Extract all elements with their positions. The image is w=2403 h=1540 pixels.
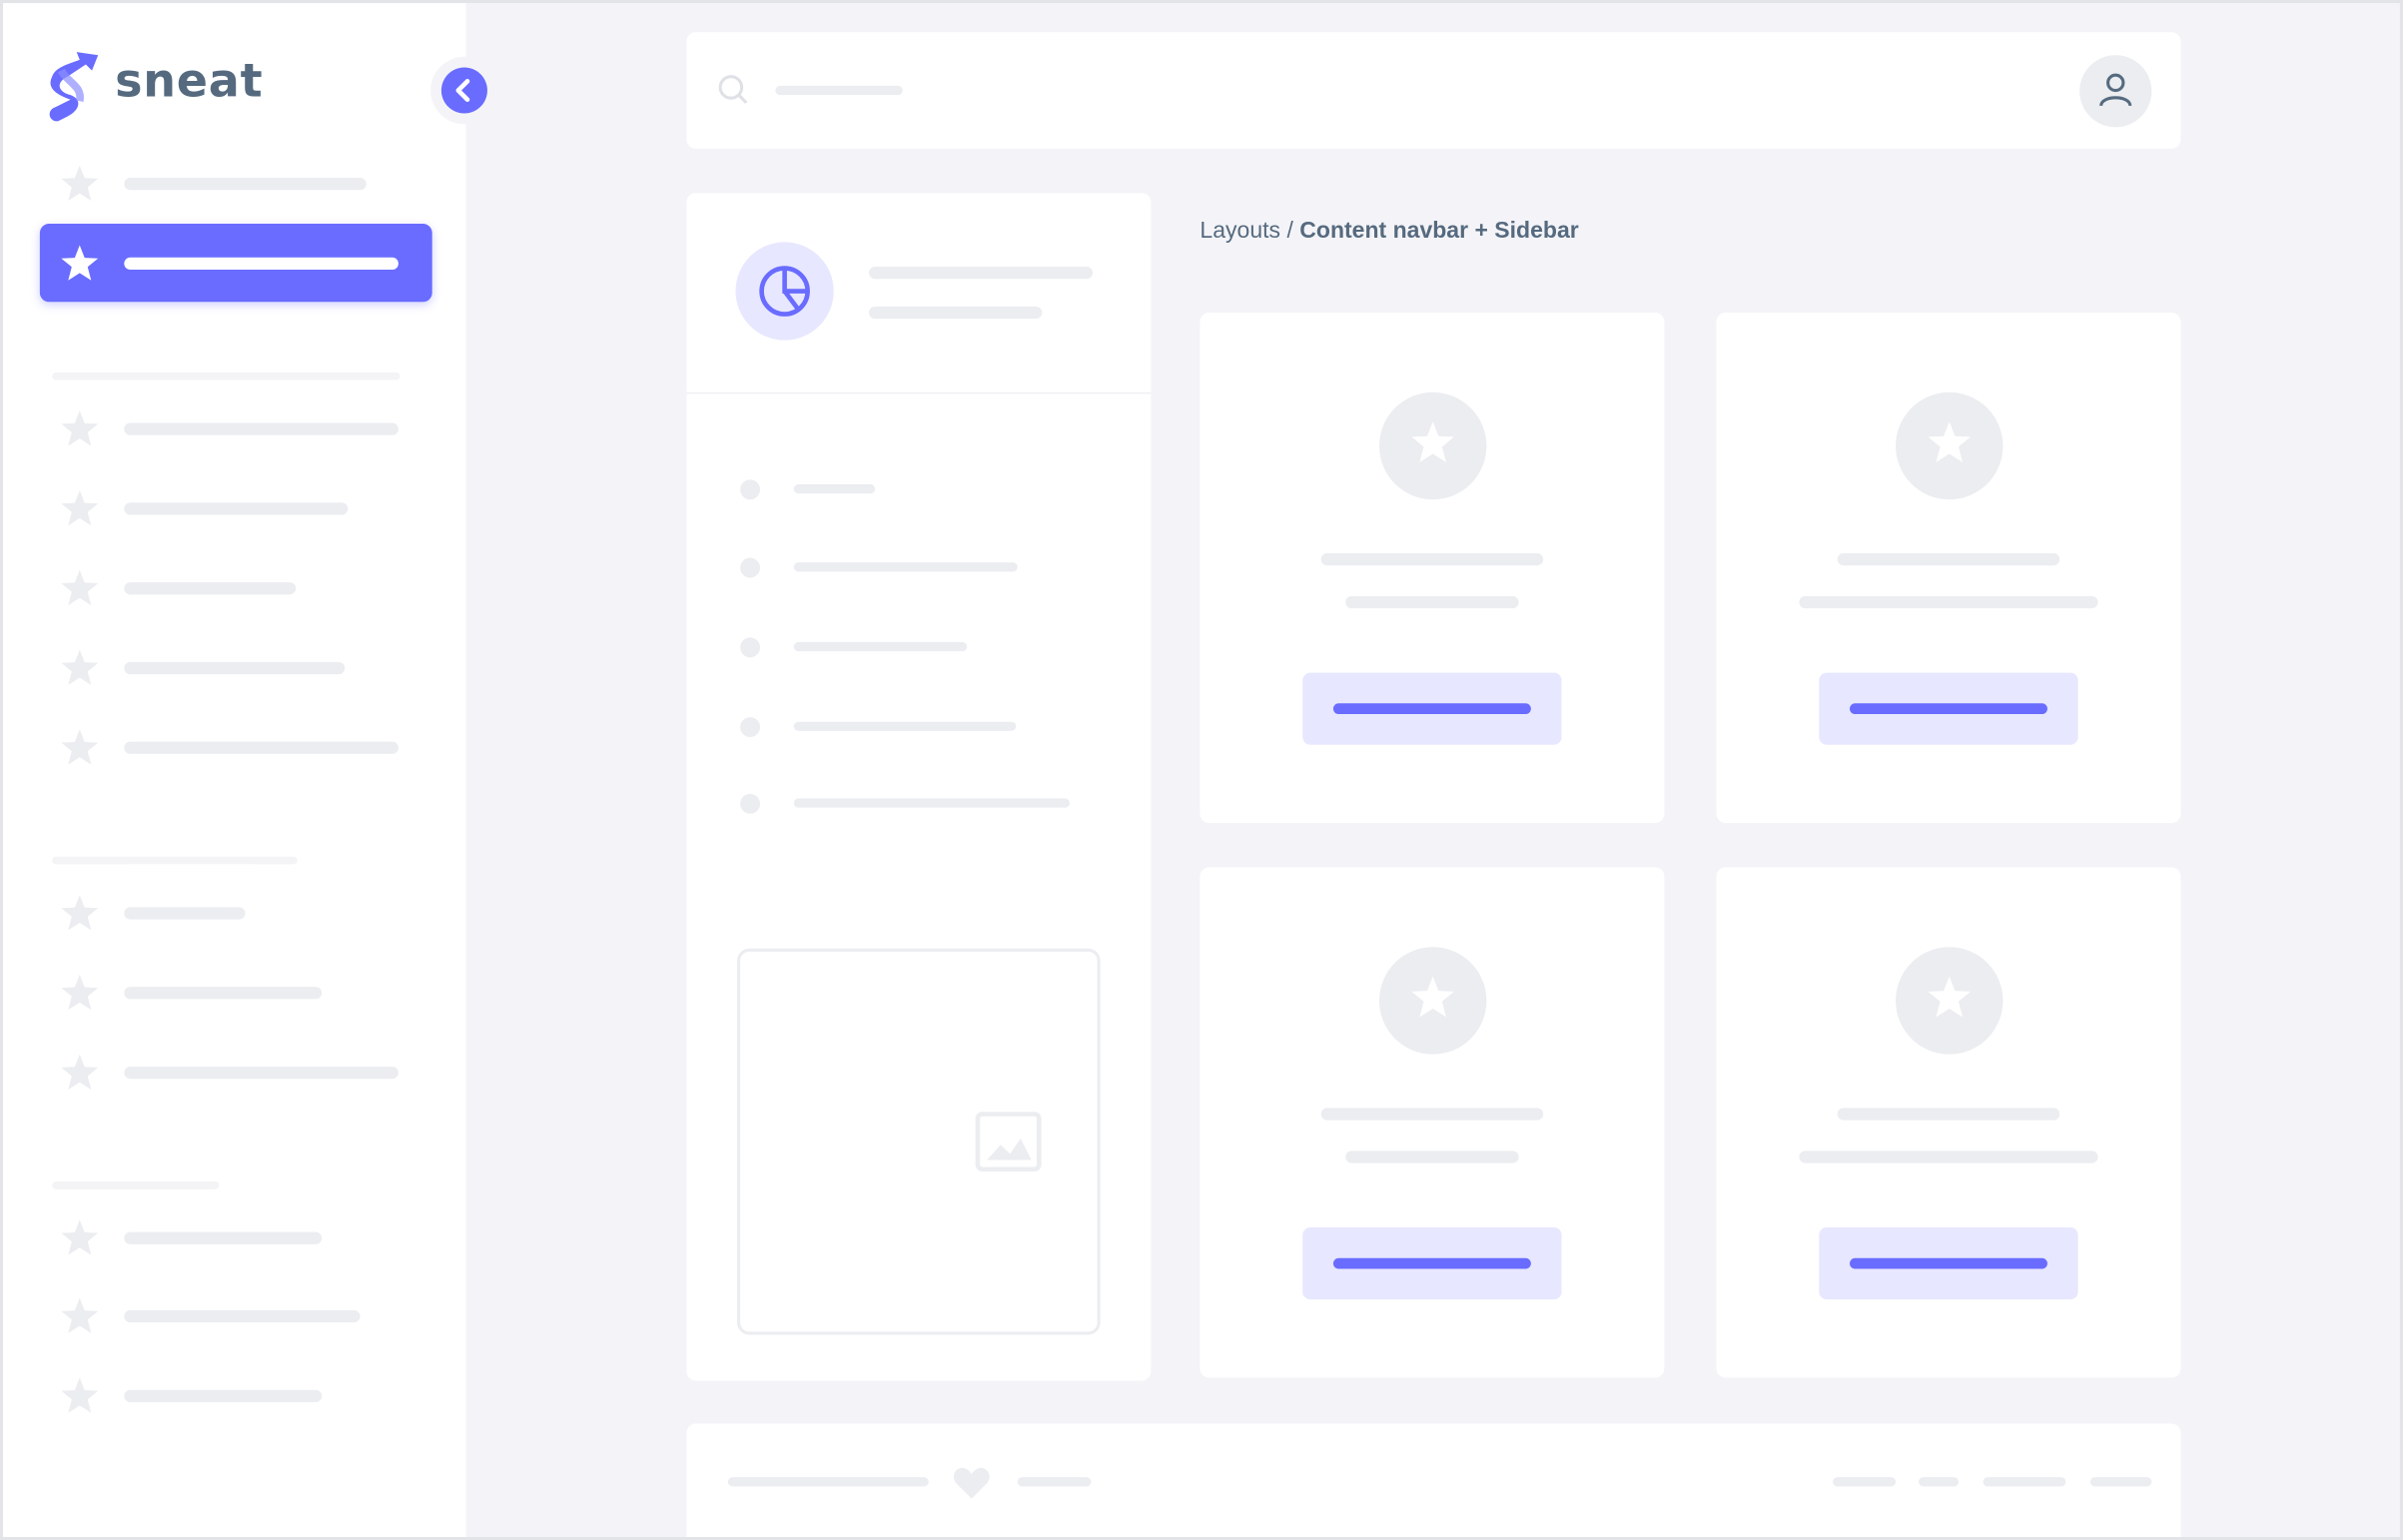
- list-bullet: [740, 479, 761, 500]
- sidebar-item-label: [124, 987, 323, 1000]
- image-icon: [975, 1112, 1042, 1172]
- star-icon: [61, 245, 99, 281]
- breadcrumb-parent[interactable]: Layouts: [1200, 217, 1281, 244]
- brand-name: sneat: [115, 55, 264, 109]
- left-panel: [686, 193, 1152, 1381]
- star-icon: [61, 1219, 99, 1255]
- content-card: [1716, 313, 2181, 823]
- card-text: [1799, 1151, 2098, 1163]
- user-icon: [2099, 73, 2132, 107]
- list-item[interactable]: [793, 483, 876, 494]
- sidebar-item-label: [124, 502, 349, 515]
- footer-link[interactable]: [1919, 1477, 1959, 1487]
- sidebar: sneat: [3, 3, 498, 1538]
- list-item[interactable]: [793, 641, 968, 652]
- card-title: [1837, 1108, 2060, 1121]
- star-icon: [61, 1377, 99, 1413]
- heart-icon: [953, 1467, 990, 1499]
- content-card: [1200, 313, 1665, 823]
- search-icon[interactable]: [717, 74, 751, 108]
- sidebar-item-label: [124, 177, 367, 191]
- section-header: [52, 372, 400, 381]
- card-button[interactable]: [1302, 672, 1562, 745]
- star-icon: [61, 729, 99, 765]
- avatar[interactable]: [2079, 55, 2152, 128]
- card-icon-circle: [1896, 947, 2003, 1055]
- list-item[interactable]: [793, 798, 1071, 808]
- sidebar-item-label: [124, 582, 297, 595]
- sidebar-item-label: [124, 661, 346, 675]
- list-bullet: [740, 557, 761, 578]
- card-text: [1345, 595, 1519, 609]
- sidebar-item-label: [124, 422, 399, 435]
- star-icon: [61, 1054, 99, 1090]
- footer-link[interactable]: [1833, 1477, 1897, 1487]
- breadcrumb-separator: /: [1280, 217, 1300, 244]
- footer: [686, 1423, 2181, 1538]
- section-header: [52, 856, 298, 865]
- list-bullet: [740, 717, 761, 738]
- sidebar-toggle[interactable]: [430, 56, 498, 125]
- card-icon-circle: [1896, 391, 2003, 500]
- list-item[interactable]: [793, 721, 1017, 731]
- star-icon: [61, 490, 99, 526]
- card-icon-circle: [1378, 391, 1487, 500]
- card-icon-circle: [1378, 947, 1487, 1055]
- star-icon: [1928, 976, 1972, 1018]
- sidebar-item-label: [124, 1231, 323, 1244]
- star-icon: [61, 165, 99, 202]
- content-card: [1200, 867, 1665, 1378]
- sidebar-item-label: [124, 1309, 361, 1323]
- star-icon: [61, 649, 99, 685]
- breadcrumb-current: Content navbar + Sidebar: [1299, 217, 1579, 244]
- star-icon: [61, 410, 99, 446]
- card-button[interactable]: [1302, 1227, 1562, 1300]
- content-card: [1716, 867, 2181, 1378]
- footer-link[interactable]: [2089, 1477, 2152, 1487]
- pie-chart-icon: [759, 266, 810, 317]
- card-title: [1320, 552, 1544, 566]
- card-button[interactable]: [1819, 1227, 2078, 1300]
- list-bullet: [740, 637, 761, 658]
- star-icon: [61, 569, 99, 606]
- image-placeholder: [737, 948, 1101, 1335]
- panel-avatar: [735, 242, 834, 341]
- card-text: [1799, 595, 2098, 609]
- star-icon: [1928, 421, 1972, 462]
- sneat-logo-icon: [49, 52, 99, 122]
- footer-link[interactable]: [1983, 1477, 2066, 1487]
- search-input[interactable]: [775, 85, 903, 96]
- card-title: [1320, 1108, 1544, 1121]
- sidebar-item-label: [124, 741, 399, 754]
- card-title: [1837, 552, 2060, 566]
- list-bullet: [740, 793, 761, 814]
- list-item[interactable]: [793, 562, 1018, 572]
- card-text: [1345, 1151, 1519, 1163]
- sidebar-item-label: [124, 907, 246, 920]
- star-icon: [61, 895, 99, 931]
- sidebar-item-label: [124, 1066, 399, 1080]
- sidebar-item-label: [124, 257, 399, 271]
- star-icon: [1411, 976, 1454, 1018]
- breadcrumb: Layouts / Content navbar + Sidebar: [1200, 218, 1578, 244]
- section-header: [52, 1181, 220, 1189]
- star-icon: [61, 1297, 99, 1333]
- card-button[interactable]: [1819, 672, 2078, 745]
- star-icon: [61, 974, 99, 1011]
- star-icon: [1411, 421, 1454, 462]
- sidebar-item-label: [124, 1389, 323, 1402]
- navbar: [686, 32, 2181, 149]
- chevron-left-icon: [455, 79, 470, 103]
